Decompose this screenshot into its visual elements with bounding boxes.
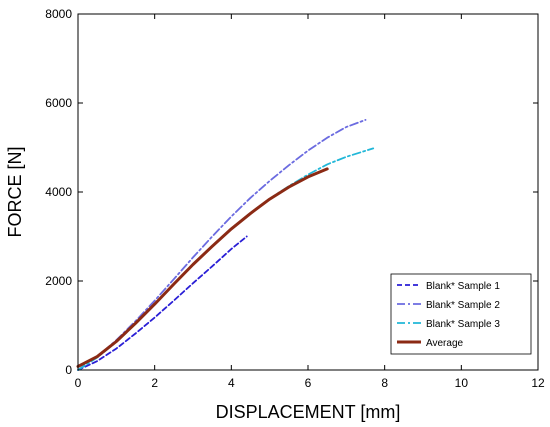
axes: 0 2 4 6 8 10 12 0 2000 4000 6000 8000 <box>45 7 545 390</box>
plot-area <box>76 119 375 371</box>
y-tick-label: 6000 <box>45 96 72 110</box>
series-line-4 <box>76 167 329 368</box>
y-tick-label: 4000 <box>45 185 72 199</box>
series-line-2 <box>77 119 367 371</box>
x-tick-label: 6 <box>305 376 312 390</box>
x-tick-label: 12 <box>531 376 545 390</box>
legend-label-2: Blank* Sample 2 <box>426 300 500 311</box>
legend: Blank* Sample 1 Blank* Sample 2 Blank* Sam… <box>390 273 532 355</box>
x-tick-label: 2 <box>151 376 158 390</box>
x-tick-label: 4 <box>228 376 235 390</box>
legend-label-4: Average <box>426 338 464 349</box>
legend-label-1: Blank* Sample 1 <box>426 281 500 292</box>
series-line-1 <box>77 235 248 371</box>
y-tick-label: 2000 <box>45 274 72 288</box>
x-tick-label: 8 <box>381 376 388 390</box>
y-tick-label: 0 <box>65 363 72 377</box>
y-axis-title: FORCE [N] <box>5 146 25 237</box>
y-tick-label: 8000 <box>45 7 72 21</box>
x-tick-label: 10 <box>455 376 469 390</box>
x-axis-title: DISPLACEMENT [mm] <box>216 402 401 422</box>
legend-label-3: Blank* Sample 3 <box>426 319 500 330</box>
x-tick-label: 0 <box>75 376 82 390</box>
